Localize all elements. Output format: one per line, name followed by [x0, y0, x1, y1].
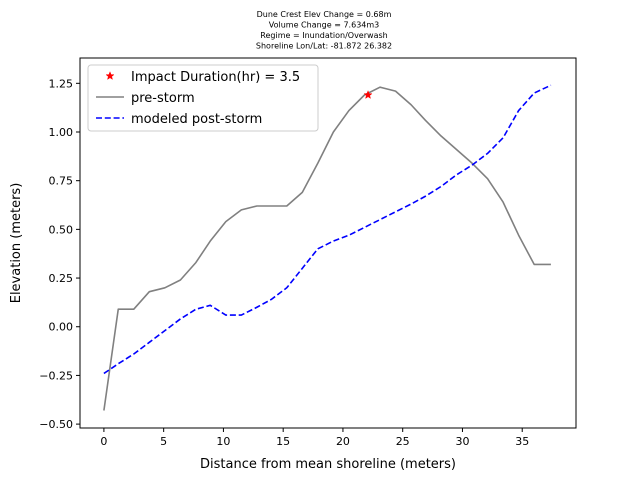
plot-area	[79, 57, 577, 429]
series-modeled-post-storm	[103, 84, 552, 375]
title-line: Regime = Inundation/Overwash	[260, 31, 387, 40]
y-tick-label: 0.75	[49, 175, 74, 188]
legend: Impact Duration(hr) = 3.5 pre-storm modele…	[87, 64, 319, 132]
x-tick-label: 35	[515, 435, 529, 448]
x-tick-label: 25	[396, 435, 410, 448]
x-tick-label: 15	[276, 435, 290, 448]
legend-label: pre-storm	[131, 91, 195, 106]
x-tick-label: 20	[336, 435, 350, 448]
series-layer	[103, 84, 552, 411]
y-tick-label: 1.00	[49, 126, 74, 139]
axes: 0 5 10 15 20 25 30 35 −0.50 −0.25 0.00 0.25 0.50 0.75…	[39, 77, 529, 448]
y-tick-label: 0.25	[49, 272, 74, 285]
x-axis-label: Distance from mean shoreline (meters)	[200, 457, 456, 472]
x-tick-label: 0	[100, 435, 107, 448]
y-tick-label: −0.25	[39, 369, 73, 382]
legend-label: Impact Duration(hr) = 3.5	[131, 70, 300, 85]
series-pre-storm	[103, 86, 551, 411]
x-tick-label: 30	[455, 435, 469, 448]
impact-marker	[363, 90, 373, 99]
y-axis-label: Elevation (meters)	[9, 183, 24, 304]
x-tick-label: 5	[160, 435, 167, 448]
x-tick-label: 10	[216, 435, 230, 448]
chart-title: Dune Crest Elev Change = 0.68m Volume Cha…	[256, 10, 392, 51]
y-tick-label: 1.25	[49, 77, 74, 90]
title-line: Shoreline Lon/Lat: -81.872 26.382	[256, 42, 392, 51]
legend-marker-star	[105, 71, 115, 80]
y-tick-label: 0.50	[49, 223, 74, 236]
legend-label: modeled post-storm	[131, 112, 262, 127]
y-tick-label: 0.00	[49, 321, 74, 334]
legend-box	[87, 64, 319, 132]
y-tick-label: −0.50	[39, 418, 73, 431]
title-line: Volume Change = 7.634m3	[269, 21, 380, 30]
title-line: Dune Crest Elev Change = 0.68m	[257, 10, 392, 19]
